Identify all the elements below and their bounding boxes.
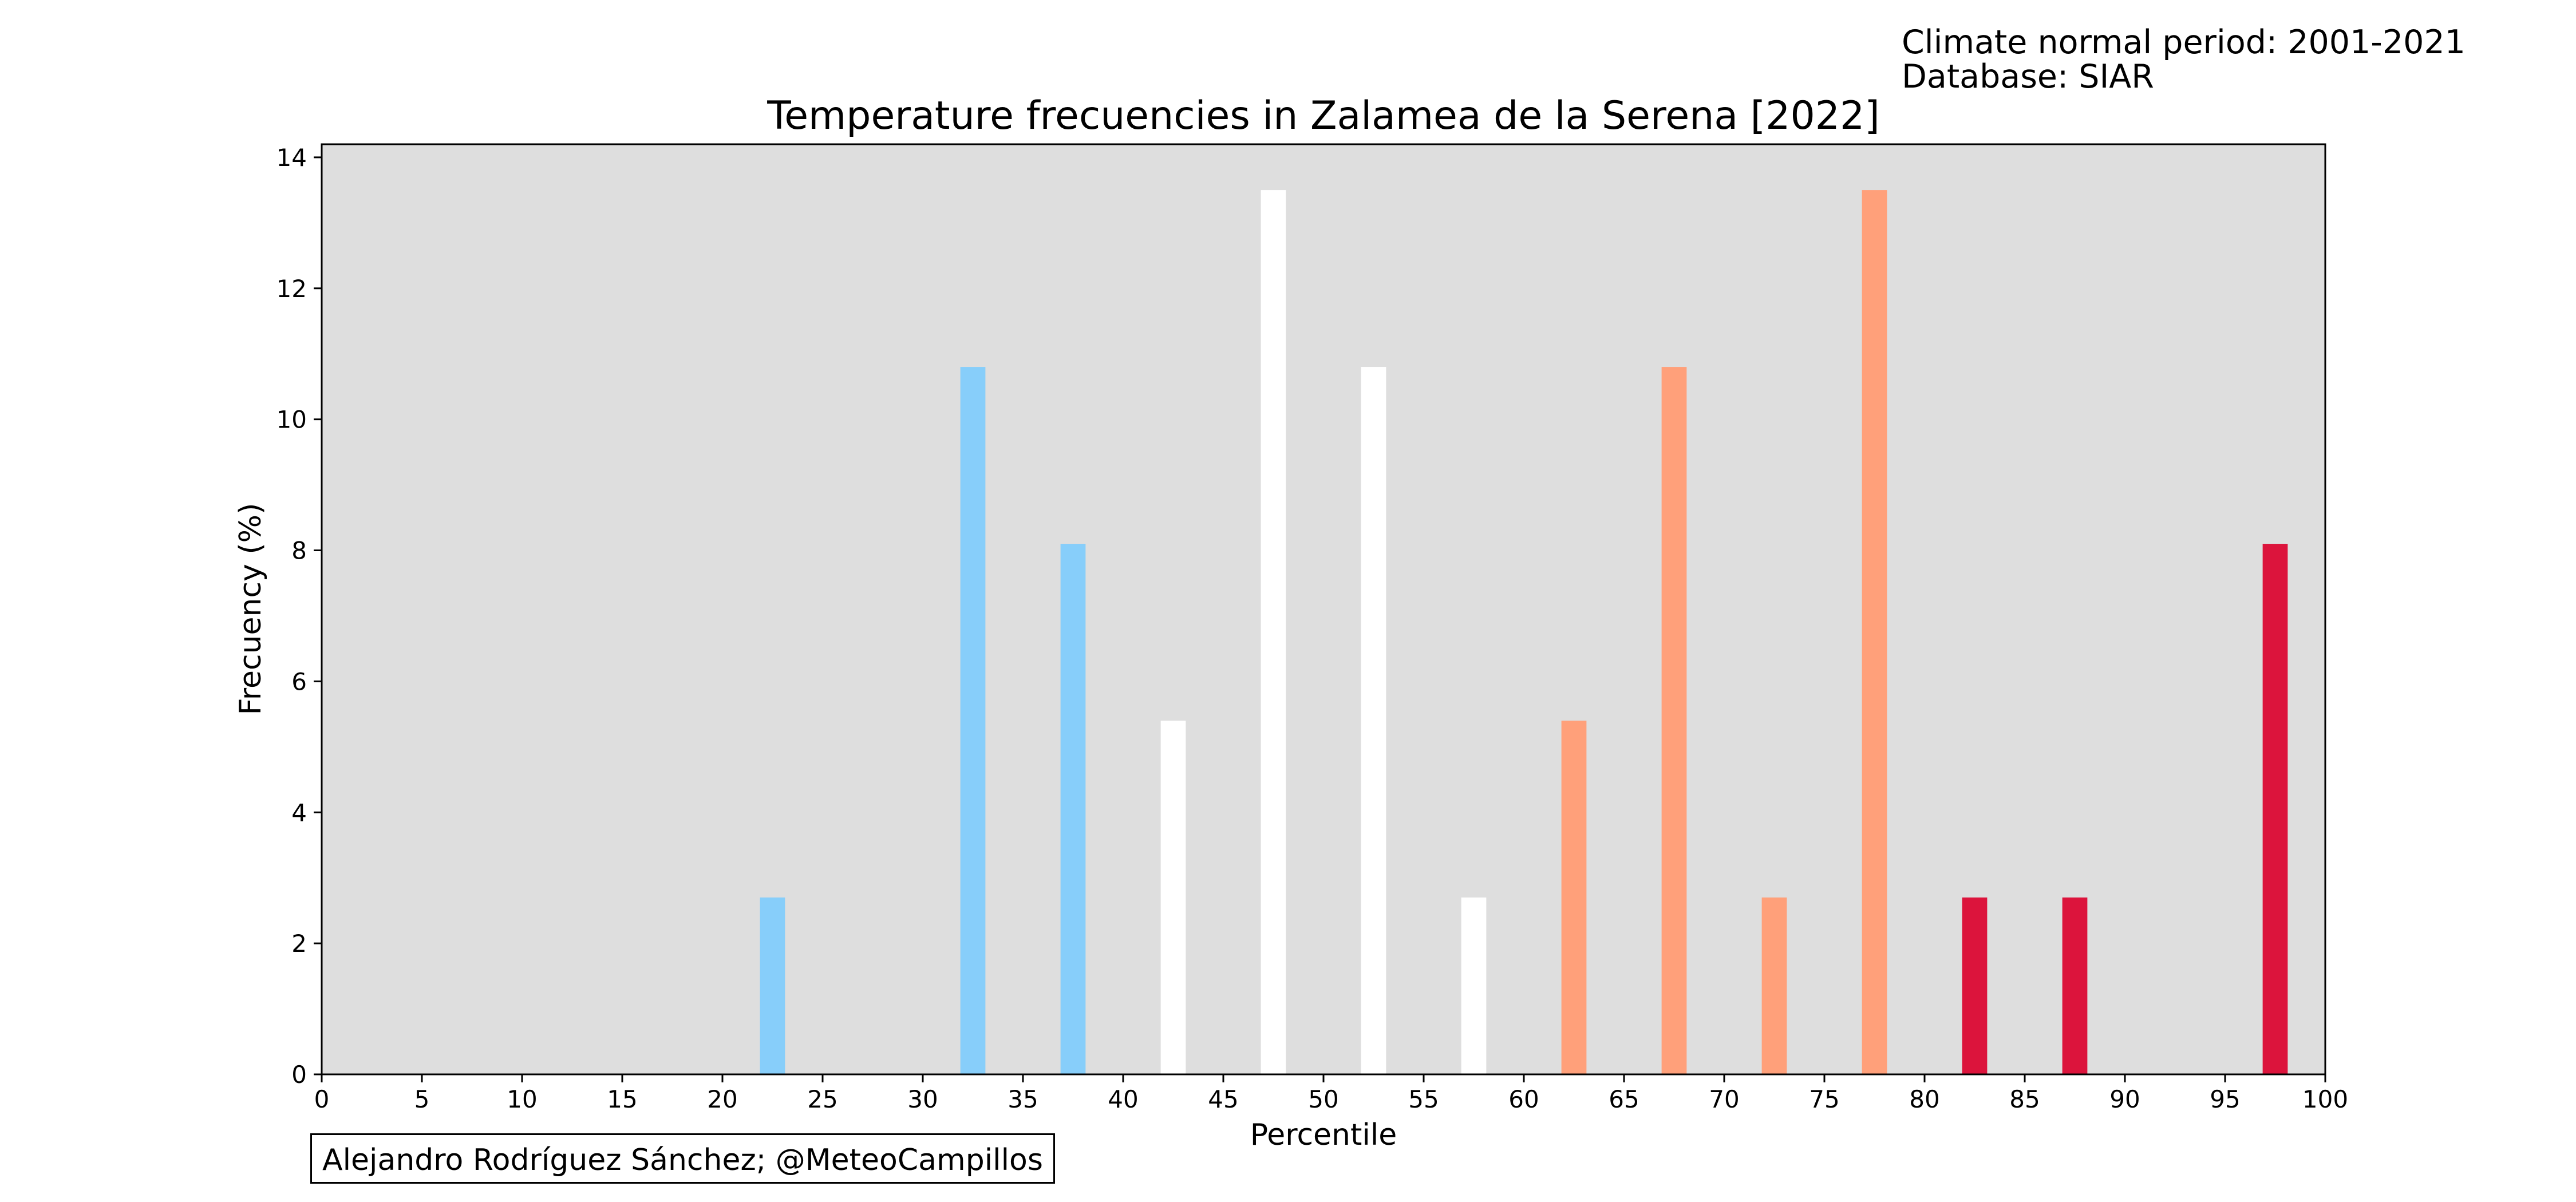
bar-72.5: [1761, 897, 1787, 1074]
x-tick-label: 95: [2210, 1085, 2240, 1113]
climate-normal-label: Climate normal period: 2001-2021: [1902, 23, 2466, 61]
x-tick-label: 35: [1008, 1085, 1038, 1113]
x-tick-label: 50: [1308, 1085, 1338, 1113]
x-tick-label: 80: [1909, 1085, 1939, 1113]
x-tick-label: 45: [1208, 1085, 1238, 1113]
x-tick-label: 90: [2109, 1085, 2140, 1113]
y-axis: 0 2 4 6 8 10 12 14: [276, 144, 322, 1089]
bar-77.5: [1862, 190, 1887, 1075]
database-label: Database: SIAR: [1902, 58, 2154, 96]
chart-title: Temperature frecuencies in Zalamea de la…: [767, 93, 1880, 139]
plot-area: [322, 144, 2325, 1074]
x-tick-label: 70: [1709, 1085, 1739, 1113]
x-tick-label: 55: [1408, 1085, 1439, 1113]
bar-82.5: [1962, 897, 1988, 1074]
x-tick-label: 25: [807, 1085, 837, 1113]
x-axis: 0 5 10 15 20 25 30 35 40 45 50 55 60 65 70 75 80 85 90 95 10…: [314, 1074, 2348, 1113]
x-tick-label: 5: [414, 1085, 430, 1113]
x-tick-label: 60: [1508, 1085, 1539, 1113]
author-credit: Alejandro Rodríguez Sánchez; @MeteoCampi…: [310, 1133, 1055, 1184]
x-tick-label: 65: [1609, 1085, 1639, 1113]
y-tick-label: 10: [276, 406, 307, 434]
y-tick-label: 8: [291, 537, 307, 565]
bar-97.5: [2262, 544, 2288, 1074]
bars-group: [760, 190, 2288, 1075]
x-tick-label: 100: [2302, 1085, 2348, 1113]
x-tick-label: 30: [907, 1085, 938, 1113]
y-tick-label: 2: [291, 930, 307, 958]
x-tick-label: 75: [1809, 1085, 1839, 1113]
x-tick-label: 0: [314, 1085, 330, 1113]
bar-47.5: [1261, 190, 1286, 1075]
x-tick-label: 10: [507, 1085, 537, 1113]
bar-62.5: [1561, 721, 1587, 1074]
bar-37.5: [1060, 544, 1086, 1074]
x-tick-label: 85: [2009, 1085, 2040, 1113]
bar-32.5: [960, 367, 986, 1075]
x-axis-label: Percentile: [1250, 1118, 1397, 1152]
y-tick-label: 12: [276, 275, 307, 303]
y-tick-label: 0: [291, 1061, 307, 1089]
bar-57.5: [1461, 897, 1487, 1074]
bar-22.5: [760, 897, 785, 1074]
x-tick-label: 15: [607, 1085, 637, 1113]
y-tick-label: 14: [276, 144, 307, 172]
y-tick-label: 6: [291, 667, 307, 695]
bar-87.5: [2062, 897, 2088, 1074]
bar-52.5: [1361, 367, 1386, 1075]
x-tick-label: 20: [707, 1085, 737, 1113]
x-tick-label: 40: [1108, 1085, 1138, 1113]
bar-42.5: [1160, 721, 1186, 1074]
bar-67.5: [1661, 367, 1687, 1075]
y-tick-label: 4: [291, 798, 307, 827]
y-axis-label: Frecuency (%): [234, 503, 268, 715]
